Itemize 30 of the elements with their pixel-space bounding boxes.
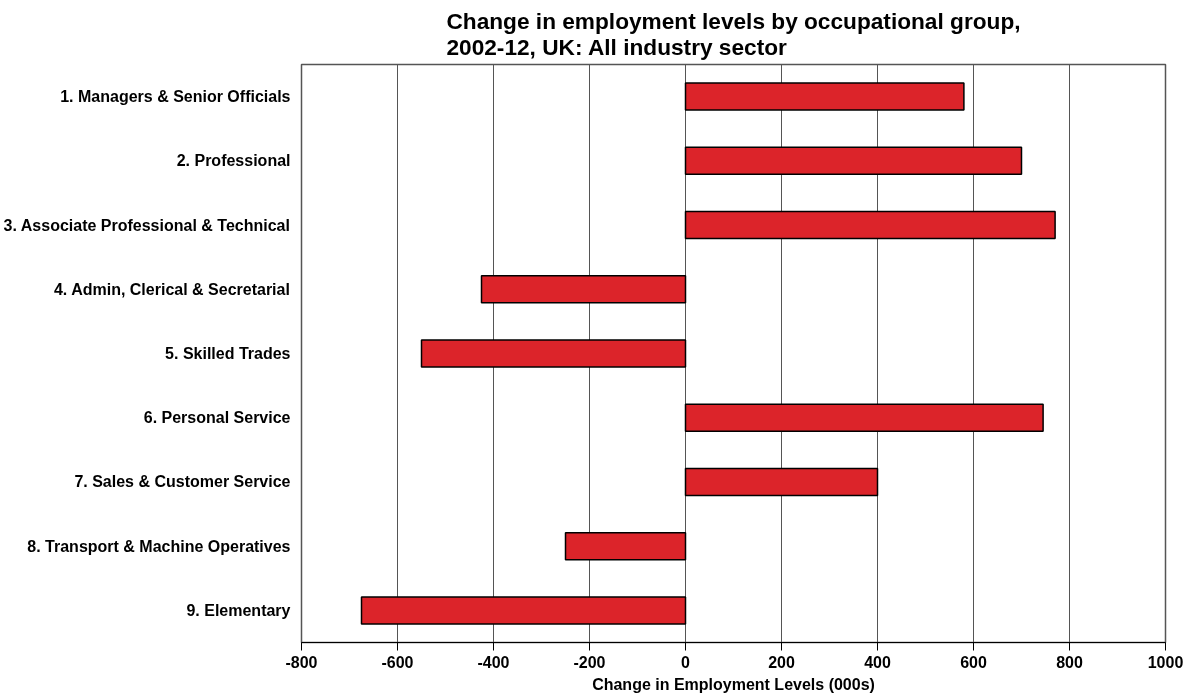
- x-tick-label: -400: [477, 653, 510, 671]
- bar: [564, 531, 687, 561]
- x-tick-label: 0: [681, 653, 691, 671]
- y-tick-label: 2. Professional: [176, 152, 291, 170]
- x-tick-label: -800: [285, 653, 318, 671]
- x-tick-label: 400: [864, 653, 891, 671]
- y-tick-label: 4. Admin, Clerical & Secretarial: [53, 280, 290, 298]
- bar: [684, 403, 1044, 432]
- bar: [684, 146, 1023, 176]
- y-tick-label: 9. Elementary: [186, 601, 291, 619]
- y-tick-label: 1. Managers & Senior Officials: [60, 88, 291, 106]
- x-tick-label: 200: [768, 653, 795, 671]
- y-tick-label: 8. Transport & Machine Operatives: [27, 537, 291, 555]
- bar: [360, 596, 687, 625]
- y-tick-label: 3. Associate Professional & Technical: [3, 216, 290, 234]
- bar: [480, 275, 687, 304]
- y-tick-label: 7. Sales & Customer Service: [74, 473, 291, 491]
- x-axis-title: Change in Employment Levels (000s): [592, 675, 875, 693]
- x-tick-label: 600: [960, 653, 987, 671]
- x-tick-label: 800: [1056, 653, 1083, 671]
- y-tick-label: 6. Personal Service: [143, 409, 291, 427]
- x-tick-label: 1000: [1147, 653, 1184, 671]
- bar: [684, 82, 965, 111]
- bar: [684, 467, 879, 497]
- bar: [684, 210, 1056, 240]
- bar: [420, 339, 687, 368]
- x-tick-label: -600: [381, 653, 414, 671]
- x-tick-label: -200: [573, 653, 606, 671]
- chart-title: Change in employment levels by occupational group, 2002-12, UK: All industry sector: [446, 7, 1021, 60]
- y-tick-label: 5. Skilled Trades: [165, 345, 291, 362]
